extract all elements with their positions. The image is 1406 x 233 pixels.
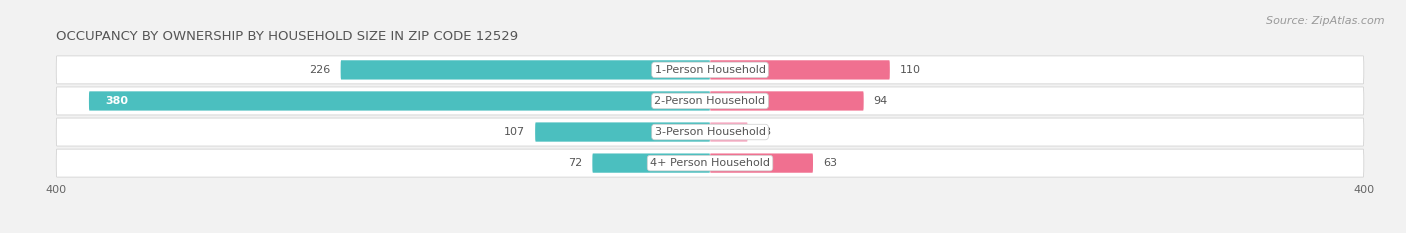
Text: 380: 380 (105, 96, 128, 106)
Text: 2-Person Household: 2-Person Household (654, 96, 766, 106)
Text: Source: ZipAtlas.com: Source: ZipAtlas.com (1267, 16, 1385, 26)
Text: 107: 107 (505, 127, 526, 137)
FancyBboxPatch shape (536, 122, 710, 142)
FancyBboxPatch shape (89, 91, 710, 111)
Text: 72: 72 (568, 158, 582, 168)
FancyBboxPatch shape (56, 118, 1364, 146)
FancyBboxPatch shape (710, 60, 890, 79)
Text: 110: 110 (900, 65, 921, 75)
FancyBboxPatch shape (56, 87, 1364, 115)
FancyBboxPatch shape (710, 91, 863, 111)
Text: 226: 226 (309, 65, 330, 75)
FancyBboxPatch shape (710, 122, 748, 142)
Text: 94: 94 (873, 96, 887, 106)
FancyBboxPatch shape (710, 154, 813, 173)
Text: 63: 63 (823, 158, 837, 168)
Text: 3-Person Household: 3-Person Household (655, 127, 765, 137)
Text: 4+ Person Household: 4+ Person Household (650, 158, 770, 168)
FancyBboxPatch shape (592, 154, 710, 173)
Text: 23: 23 (758, 127, 772, 137)
FancyBboxPatch shape (340, 60, 710, 79)
FancyBboxPatch shape (56, 149, 1364, 177)
Text: OCCUPANCY BY OWNERSHIP BY HOUSEHOLD SIZE IN ZIP CODE 12529: OCCUPANCY BY OWNERSHIP BY HOUSEHOLD SIZE… (56, 31, 519, 44)
FancyBboxPatch shape (56, 56, 1364, 84)
Text: 1-Person Household: 1-Person Household (655, 65, 765, 75)
